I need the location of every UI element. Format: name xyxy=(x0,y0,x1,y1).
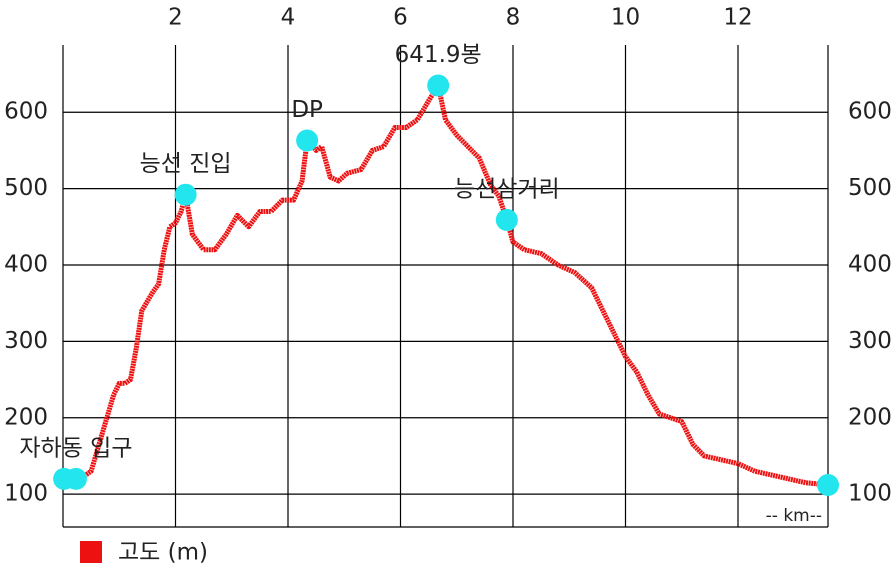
waypoint xyxy=(495,208,518,231)
y-tick-label: 600 xyxy=(4,99,48,125)
y-tick-label: 500 xyxy=(4,175,48,201)
x-tick-label: 4 xyxy=(281,5,296,31)
y-tick-label-right: 500 xyxy=(848,175,892,201)
x-tick-label: 10 xyxy=(611,5,640,31)
x-tick-label: 6 xyxy=(393,5,408,31)
waypoint-label: 능선삼거리 xyxy=(454,176,560,202)
legend-label: 고도 (m) xyxy=(118,540,208,566)
waypoint xyxy=(174,183,197,206)
y-tick-label: 300 xyxy=(4,328,48,354)
y-tick-label: 200 xyxy=(4,404,48,430)
x-tick-label: 2 xyxy=(168,5,183,31)
y-tick-label-right: 300 xyxy=(848,328,892,354)
y-tick-label: 100 xyxy=(4,481,48,507)
waypoint-label: 자하동 입구 xyxy=(19,435,132,461)
y-tick-label-right: 400 xyxy=(848,251,892,277)
waypoint-label: 능선 진입 xyxy=(140,151,232,177)
waypoint xyxy=(64,467,87,490)
y-tick-label-right: 100 xyxy=(848,481,892,507)
waypoint xyxy=(296,129,319,152)
legend-swatch xyxy=(80,541,102,563)
waypoint-label: 641.9봉 xyxy=(395,42,482,68)
waypoint-label: DP xyxy=(291,97,323,123)
elevation-line xyxy=(78,82,829,488)
x-axis-label: -- km-- xyxy=(766,506,822,526)
waypoint xyxy=(817,473,839,496)
x-tick-label: 12 xyxy=(723,5,752,31)
y-tick-label-right: 600 xyxy=(848,99,892,125)
y-tick-label-right: 200 xyxy=(848,404,892,430)
x-tick-label: 8 xyxy=(506,5,521,31)
y-tick-label: 400 xyxy=(4,251,48,277)
waypoint xyxy=(427,74,450,97)
